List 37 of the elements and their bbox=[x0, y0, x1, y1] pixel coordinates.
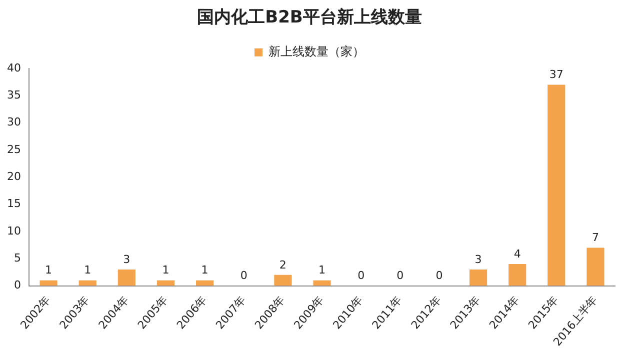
y-tick-label: 35 bbox=[6, 88, 21, 102]
data-label: 2 bbox=[279, 258, 286, 272]
y-tick-label: 0 bbox=[14, 278, 21, 292]
bar bbox=[313, 280, 331, 286]
data-label: 0 bbox=[358, 269, 365, 282]
bar bbox=[196, 280, 214, 286]
data-label: 1 bbox=[201, 264, 208, 277]
data-label: 1 bbox=[162, 264, 170, 277]
data-label: 1 bbox=[318, 264, 326, 277]
y-tick-label: 10 bbox=[6, 224, 21, 238]
bar bbox=[274, 274, 292, 286]
data-label: 4 bbox=[514, 247, 521, 260]
data-label: 1 bbox=[45, 264, 52, 277]
bar bbox=[40, 280, 58, 286]
y-tick-label: 5 bbox=[14, 251, 21, 264]
data-label: 0 bbox=[396, 269, 404, 282]
chart-title: 国内化工B2B平台新上线数量 bbox=[197, 8, 422, 28]
bar bbox=[118, 269, 136, 286]
y-tick-label: 25 bbox=[6, 142, 21, 156]
data-label: 3 bbox=[474, 252, 482, 266]
bar bbox=[586, 248, 604, 286]
y-tick-label: 20 bbox=[6, 170, 21, 183]
data-label: 0 bbox=[436, 269, 443, 282]
bar bbox=[508, 264, 526, 286]
bar bbox=[548, 84, 566, 286]
data-label: 3 bbox=[123, 252, 130, 266]
data-label: 1 bbox=[84, 264, 92, 277]
legend-label: 新上线数量（家） bbox=[268, 44, 364, 59]
data-label: 37 bbox=[549, 68, 564, 82]
data-label: 0 bbox=[240, 269, 248, 282]
bar bbox=[78, 280, 96, 286]
y-tick-label: 30 bbox=[6, 116, 21, 129]
bar bbox=[469, 269, 488, 286]
bar bbox=[156, 280, 175, 286]
y-tick-label: 40 bbox=[6, 61, 21, 74]
data-label: 7 bbox=[592, 231, 599, 244]
y-tick-label: 15 bbox=[6, 197, 21, 210]
